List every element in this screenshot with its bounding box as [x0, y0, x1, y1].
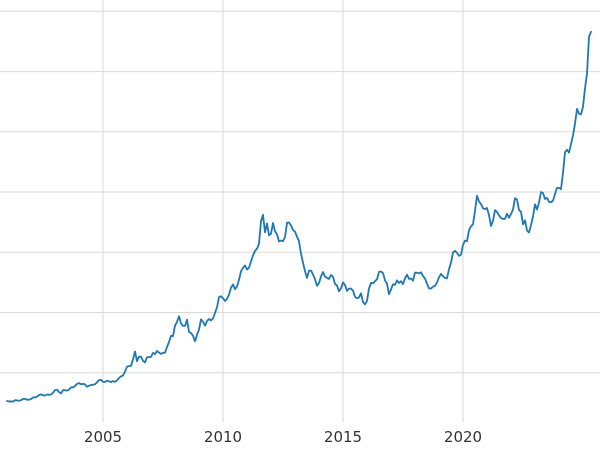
x-tick-label: 2005 [84, 428, 122, 446]
x-tick-label: 2020 [444, 428, 482, 446]
price-line-series [6, 30, 592, 403]
x-tick-label: 2010 [204, 428, 242, 446]
x-tick-label: 2015 [324, 428, 362, 446]
